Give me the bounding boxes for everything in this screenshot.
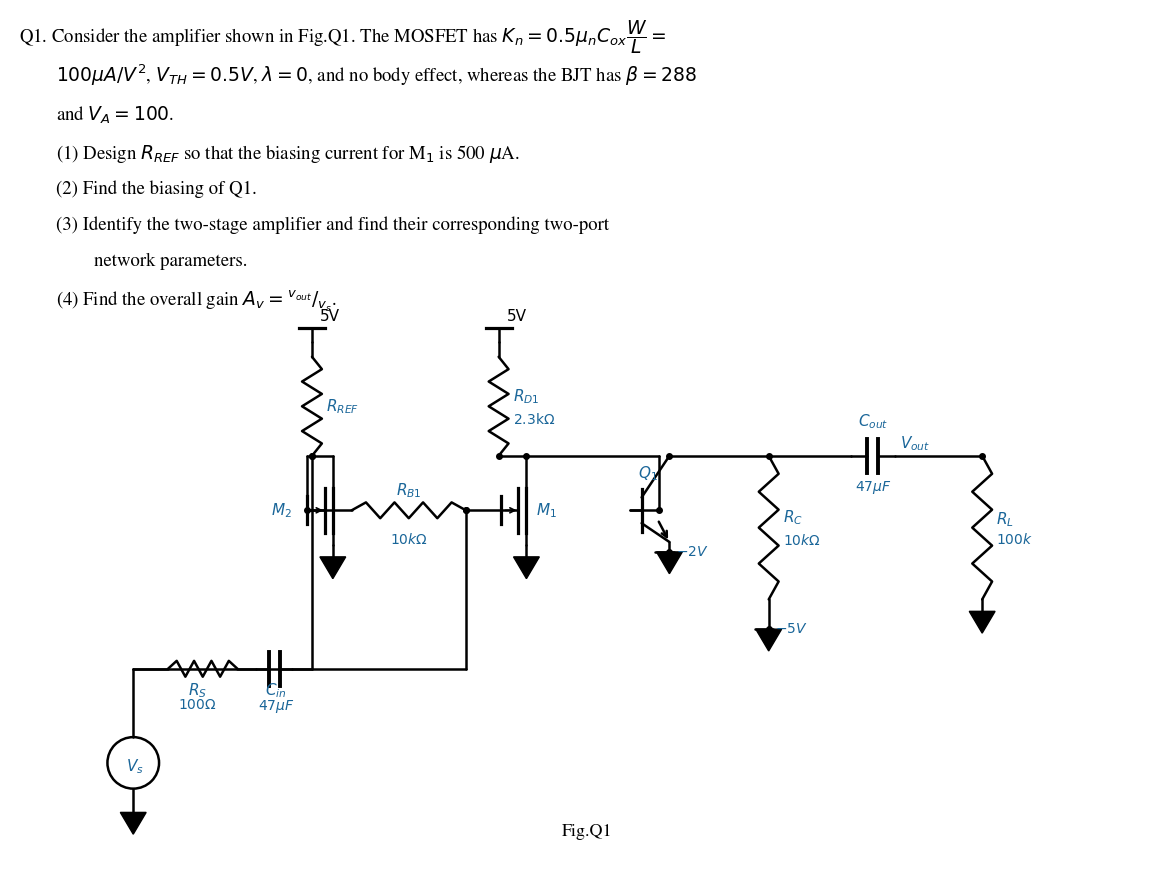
Polygon shape bbox=[121, 812, 146, 834]
Text: Q1. Consider the amplifier shown in Fig.Q1. The MOSFET has $K_n = 0.5\mu_n C_{ox: Q1. Consider the amplifier shown in Fig.… bbox=[19, 18, 667, 56]
Text: $10k\Omega$: $10k\Omega$ bbox=[783, 533, 821, 548]
Text: $R_S$: $R_S$ bbox=[188, 682, 208, 700]
Text: (1) Design $R_{REF}$ so that the biasing current for M$_1$ is 500 $\mu$A.: (1) Design $R_{REF}$ so that the biasing… bbox=[56, 143, 520, 165]
Text: and $V_A = 100$.: and $V_A = 100$. bbox=[56, 105, 174, 126]
Text: $100\mu A/V^2$, $V_{TH} = 0.5V$, $\lambda = 0$, and no body effect, whereas the : $100\mu A/V^2$, $V_{TH} = 0.5V$, $\lambd… bbox=[56, 62, 696, 88]
Text: $10k\Omega$: $10k\Omega$ bbox=[390, 532, 427, 548]
Polygon shape bbox=[756, 629, 782, 651]
Text: $R_{REF}$: $R_{REF}$ bbox=[326, 397, 359, 415]
Text: 2.3k$\Omega$: 2.3k$\Omega$ bbox=[513, 412, 555, 427]
Text: $-5V$: $-5V$ bbox=[775, 622, 808, 636]
Polygon shape bbox=[970, 611, 996, 633]
Text: $M_2$: $M_2$ bbox=[271, 501, 292, 519]
Text: $M_1$: $M_1$ bbox=[537, 501, 558, 519]
Text: $-2V$: $-2V$ bbox=[676, 545, 709, 559]
Text: $C_{out}$: $C_{out}$ bbox=[858, 413, 889, 431]
Text: $R_{D1}$: $R_{D1}$ bbox=[513, 387, 539, 406]
Text: $100\Omega$: $100\Omega$ bbox=[178, 698, 217, 712]
Text: $V_{out}$: $V_{out}$ bbox=[899, 434, 930, 453]
Text: $47\mu F$: $47\mu F$ bbox=[855, 478, 891, 496]
Text: (2) Find the biasing of Q1.: (2) Find the biasing of Q1. bbox=[56, 180, 257, 198]
Text: 5V: 5V bbox=[319, 309, 340, 324]
Text: 5V: 5V bbox=[506, 309, 527, 324]
Text: $C_{in}$: $C_{in}$ bbox=[265, 682, 286, 700]
Text: (3) Identify the two-stage amplifier and find their corresponding two-port: (3) Identify the two-stage amplifier and… bbox=[56, 216, 609, 234]
Polygon shape bbox=[319, 557, 345, 579]
Text: network parameters.: network parameters. bbox=[94, 253, 247, 270]
Text: $Q_1$: $Q_1$ bbox=[637, 464, 657, 483]
Text: $R_C$: $R_C$ bbox=[783, 508, 803, 527]
Text: $V_s$: $V_s$ bbox=[127, 758, 144, 776]
Text: $47\mu F$: $47\mu F$ bbox=[258, 698, 295, 716]
Text: (4) Find the overall gain $A_v = {^{v_{out}}/_{v_s}}$.: (4) Find the overall gain $A_v = {^{v_{o… bbox=[56, 289, 336, 314]
Text: $R_L$: $R_L$ bbox=[996, 511, 1014, 529]
Polygon shape bbox=[656, 552, 682, 574]
Text: Fig.Q1: Fig.Q1 bbox=[561, 824, 613, 840]
Text: $100k$: $100k$ bbox=[996, 532, 1033, 547]
Text: $R_{B1}$: $R_{B1}$ bbox=[396, 482, 421, 500]
Polygon shape bbox=[513, 557, 539, 579]
